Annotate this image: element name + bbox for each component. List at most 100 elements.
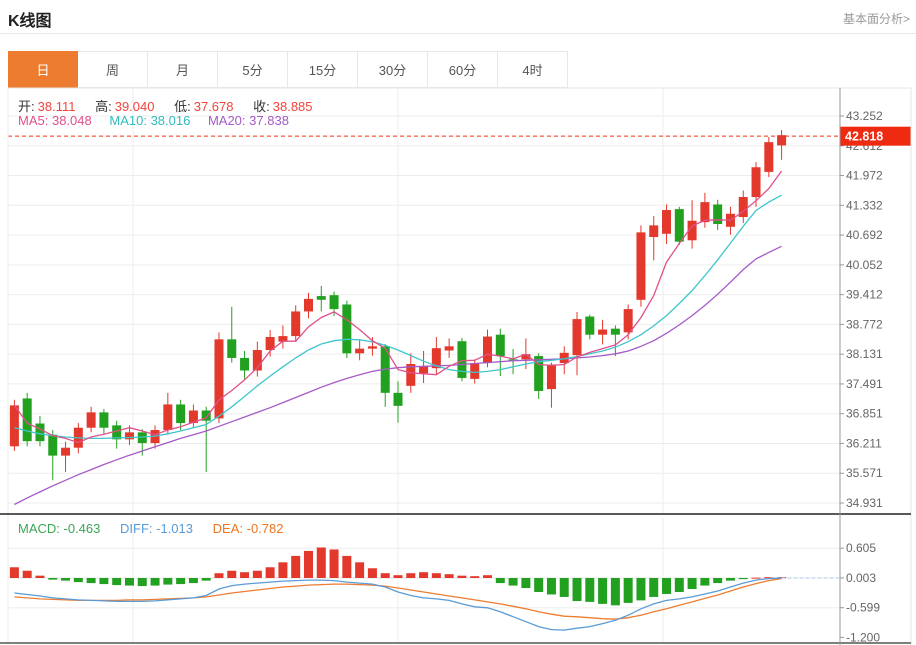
macd-bar: [687, 578, 697, 590]
diff-line: [14, 577, 782, 631]
axis-tick-label: 38.772: [846, 317, 883, 331]
candle-body: [329, 295, 339, 310]
candle-body: [9, 405, 19, 447]
macd-bar: [9, 567, 19, 578]
candles: [9, 130, 787, 481]
svg-text:42.818: 42.818: [845, 130, 883, 144]
ma-legend: MA5: 38.048 MA10: 38.016 MA20: 37.838: [18, 113, 303, 128]
dea-value: DEA: -0.782: [212, 521, 284, 536]
macd-bar: [470, 576, 480, 578]
axis-tick-label: -1.200: [846, 630, 880, 644]
candle-body: [687, 220, 697, 241]
candle-body: [124, 432, 134, 440]
macd-bar: [73, 578, 83, 583]
macd-bar: [751, 577, 761, 579]
candle-body: [598, 329, 608, 335]
macd-bar: [188, 578, 198, 584]
candle-body: [764, 142, 774, 172]
candle-body: [291, 311, 301, 337]
fundamental-analysis-link[interactable]: 基本面分析>: [842, 12, 910, 26]
candle-body: [240, 357, 250, 371]
macd-bar: [598, 578, 608, 604]
axis-tick-label: 36.211: [846, 436, 882, 450]
macd-bar: [380, 573, 390, 578]
macd-bar: [623, 578, 633, 603]
axis-tick-label: 35.571: [846, 466, 883, 480]
macd-bar: [585, 578, 595, 602]
macd-bar: [534, 578, 544, 592]
candle-body: [713, 204, 723, 224]
ma20-legend: MA20: 37.838: [207, 113, 289, 128]
macd-bar: [99, 578, 109, 585]
macd-bar: [725, 578, 735, 581]
macd-bar: [35, 575, 45, 578]
macd-bar: [214, 573, 224, 578]
macd-legend: MACD: -0.463 DIFF: -1.013 DEA: -0.782: [18, 521, 299, 536]
ohlc-high: 高: 39.040: [95, 99, 155, 114]
candle-body: [585, 316, 595, 335]
macd-bar: [240, 572, 250, 578]
candle-body: [521, 354, 531, 360]
candle-body: [61, 447, 71, 456]
macd-bar: [252, 570, 262, 578]
page-title: K线图: [8, 13, 52, 30]
macd-bar: [291, 555, 301, 578]
candle-body: [342, 304, 352, 354]
candle-body: [393, 392, 403, 406]
macd-bar: [662, 578, 672, 594]
macd-bar: [22, 570, 32, 578]
candle-body: [406, 363, 416, 386]
macd-bar: [201, 578, 211, 581]
macd-bar: [86, 578, 96, 584]
macd-bar: [483, 575, 493, 578]
candle-body: [546, 364, 556, 390]
macd-bar: [48, 578, 58, 580]
ohlc-low: 低: 37.678: [174, 99, 234, 114]
candle-body: [419, 366, 429, 374]
macd-bar: [367, 568, 377, 578]
axis-tick-label: 41.332: [846, 198, 883, 212]
tab-日[interactable]: 日: [8, 51, 78, 88]
ohlc-open: 开: 38.111: [18, 99, 76, 114]
macd-bar: [316, 547, 326, 578]
candle-body: [534, 356, 544, 391]
diff-value: DIFF: -1.013: [120, 521, 194, 536]
macd-bar: [649, 578, 659, 597]
ma5-line: [13, 170, 783, 444]
macd-bar: [777, 577, 787, 579]
macd-bar: [713, 578, 723, 584]
macd-bar: [329, 549, 339, 578]
candle-body: [367, 346, 377, 349]
candle-body: [355, 348, 365, 354]
macd-bar: [546, 578, 556, 595]
tab-5分[interactable]: 5分: [218, 51, 288, 88]
ohlc-readout: 开: 38.111 高: 39.040 低: 37.678 收: 38.885: [18, 96, 329, 115]
candle-body: [163, 404, 173, 431]
candle-body: [201, 410, 211, 421]
macd-bar: [508, 578, 518, 586]
macd-bar: [406, 573, 416, 578]
macd-bar: [764, 577, 774, 579]
candle-body: [700, 202, 710, 223]
macd-bar: [636, 578, 646, 601]
macd-bar: [457, 575, 467, 578]
macd-bar: [738, 578, 748, 580]
axis-tick-label: 41.972: [846, 169, 883, 183]
candle-body: [457, 341, 467, 378]
candle-body: [22, 398, 32, 442]
dea-line: [14, 577, 782, 620]
axis-tick-label: 43.252: [846, 109, 883, 123]
candle-body: [99, 412, 109, 428]
axis-tick-label: 34.931: [846, 496, 883, 510]
tab-30分[interactable]: 30分: [358, 51, 428, 88]
macd-bar: [303, 550, 313, 578]
tab-月[interactable]: 月: [148, 51, 218, 88]
candle-body: [214, 339, 224, 419]
candle-body: [252, 350, 262, 371]
macd-bar: [700, 578, 710, 586]
macd-bar: [572, 578, 582, 602]
candle-body: [610, 328, 620, 335]
tab-60分[interactable]: 60分: [428, 51, 498, 88]
